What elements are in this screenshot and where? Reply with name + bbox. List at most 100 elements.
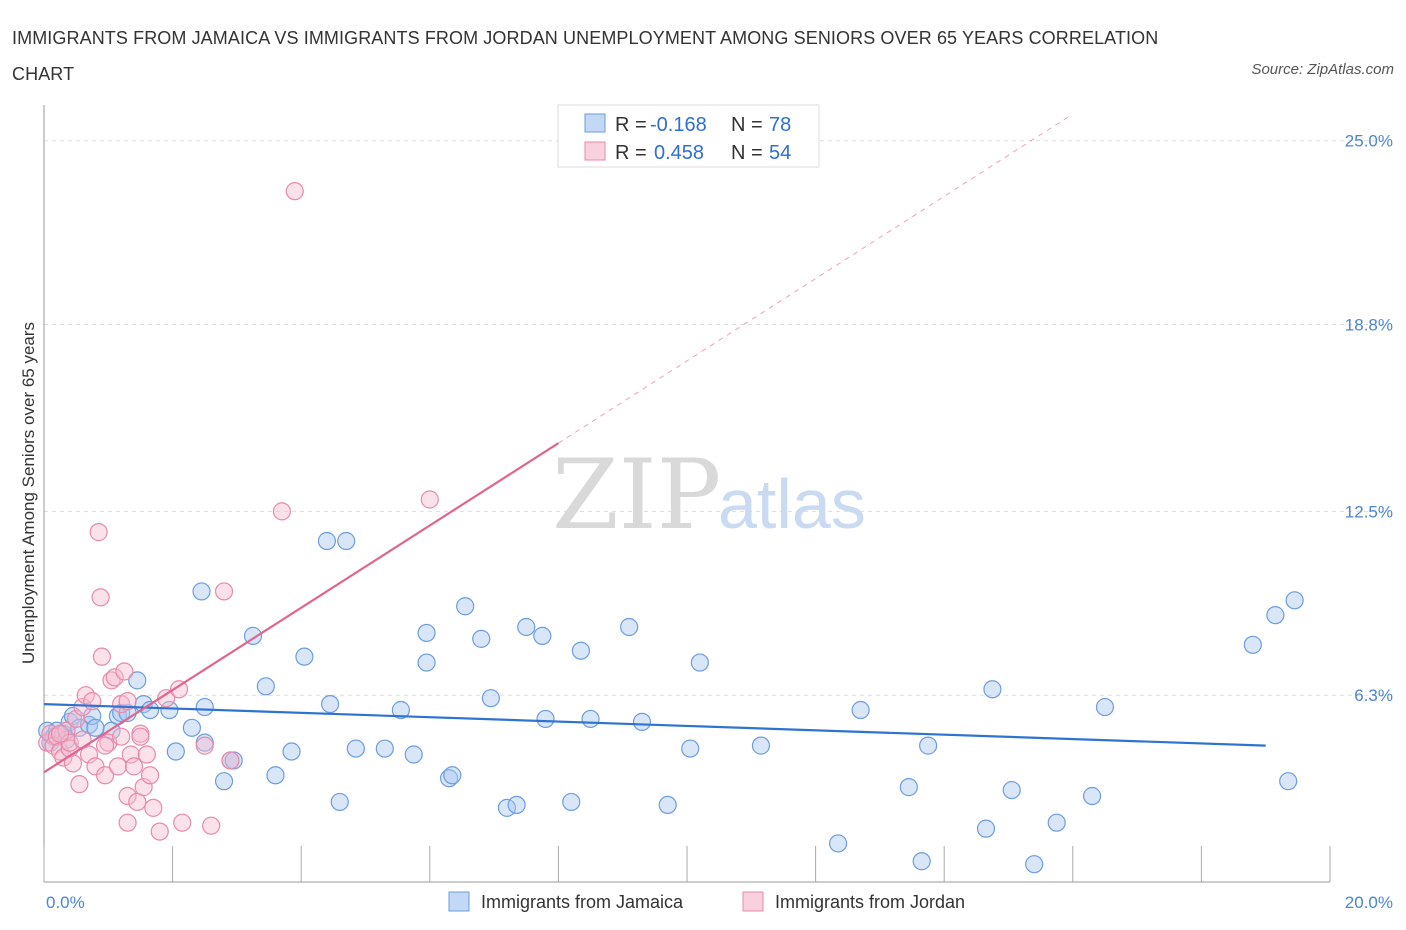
- point-jordan-33: [137, 745, 156, 764]
- point-jamaica-42: [472, 629, 491, 648]
- point-jamaica-22: [214, 772, 234, 791]
- point-jamaica-27: [282, 742, 301, 761]
- x-tick-labels: 0.0% 20.0%: [46, 893, 1393, 912]
- point-jordan-44: [272, 502, 292, 521]
- point-jordan-37: [157, 689, 176, 708]
- point-jordan-10: [70, 775, 89, 794]
- point-jordan-34: [140, 766, 160, 785]
- point-jordan-40: [195, 736, 214, 755]
- point-jamaica-63: [976, 819, 996, 838]
- point-jamaica-52: [620, 617, 639, 637]
- point-jamaica-60: [899, 778, 918, 797]
- point-jamaica-25: [256, 677, 275, 696]
- point-jordan-18: [92, 647, 111, 666]
- point-jordan-42: [214, 582, 234, 601]
- point-jordan-22: [105, 668, 124, 687]
- point-jamaica-67: [1047, 813, 1066, 832]
- point-jamaica-18: [192, 582, 211, 601]
- point-jordan-53: [50, 724, 70, 743]
- point-jordan-38: [169, 680, 189, 699]
- point-jamaica-30: [295, 647, 314, 666]
- y-tick-label-1: 12.5%: [1345, 502, 1393, 521]
- point-jamaica-43: [481, 689, 500, 708]
- point-jordan-50: [112, 727, 131, 746]
- bottom-legend-label-jordan: Immigrants from Jordan: [775, 892, 965, 912]
- point-jamaica-26: [266, 766, 285, 785]
- gridlines: [44, 140, 1390, 696]
- chart-title: IMMIGRANTS FROM JAMAICA VS IMMIGRANTS FR…: [12, 28, 1159, 84]
- legend-n-value-jordan: 54: [769, 142, 791, 164]
- point-jamaica-62: [919, 736, 938, 755]
- point-jamaica-57: [751, 736, 771, 755]
- legend-n-value-jamaica: 78: [769, 114, 791, 136]
- point-jamaica-38: [417, 623, 436, 643]
- point-jamaica-65: [1002, 780, 1021, 800]
- point-jordan-49: [73, 730, 92, 749]
- point-jamaica-40: [443, 766, 462, 785]
- legend-n-label-jordan: N =: [731, 142, 763, 164]
- point-jordan-28: [121, 745, 140, 764]
- point-jordan-52: [131, 727, 150, 746]
- point-jamaica-32: [330, 792, 349, 812]
- legend-swatch-jamaica: [584, 113, 606, 133]
- point-jamaica-41: [456, 597, 475, 616]
- x-tick-label-0: 0.0%: [46, 893, 85, 912]
- point-jordan-23: [108, 757, 128, 776]
- point-jamaica-45: [507, 795, 526, 815]
- point-jamaica-19: [182, 718, 201, 737]
- point-jamaica-74: [86, 718, 105, 737]
- point-jamaica-75: [160, 700, 179, 720]
- point-jordan-32: [134, 778, 153, 797]
- point-jamaica-35: [391, 700, 410, 720]
- point-jordan-45: [285, 182, 304, 201]
- bottom-legend-swatch-jamaica: [448, 891, 470, 912]
- point-jamaica-55: [681, 739, 700, 758]
- point-jamaica-53: [632, 712, 652, 731]
- source-label: Source: ZipAtlas.com: [1251, 61, 1394, 78]
- point-jordan-16: [89, 523, 108, 542]
- legend-r-value-jamaica: -0.168: [650, 114, 707, 136]
- watermark-zip: ZIP: [552, 439, 721, 551]
- point-jordan-36: [150, 822, 169, 841]
- point-jordan-41: [202, 816, 221, 835]
- point-jamaica-56: [690, 653, 709, 672]
- bottom-legend-label-jamaica: Immigrants from Jamaica: [481, 892, 684, 912]
- point-jamaica-15: [128, 671, 147, 690]
- point-jamaica-49: [562, 792, 581, 812]
- point-jordan-43: [221, 751, 240, 770]
- point-jordan-27: [118, 786, 137, 806]
- series-jordan-points: [38, 182, 439, 841]
- trendline-jamaica: [43, 702, 1266, 747]
- legend-n-label-jamaica: N =: [731, 114, 763, 136]
- point-jamaica-31: [321, 694, 340, 714]
- trendline-jordan-extension: [558, 116, 1069, 444]
- trendline-jordan: [43, 442, 559, 774]
- point-jordan-17: [91, 588, 110, 607]
- point-jamaica-46: [517, 617, 536, 637]
- point-jamaica-48: [536, 709, 555, 729]
- point-jordan-29: [124, 757, 144, 776]
- point-jamaica-71: [1266, 606, 1285, 625]
- series-jamaica-points: [38, 531, 1304, 874]
- point-jordan-47: [118, 813, 137, 832]
- y-tick-label-0: 6.3%: [1354, 686, 1393, 705]
- point-jamaica-68: [1082, 786, 1102, 806]
- legend-box: R = -0.168 N = 78 R = 0.458 N = 54: [557, 104, 820, 168]
- point-jamaica-33: [346, 739, 365, 758]
- point-jordan-51: [95, 736, 115, 755]
- point-jordan-26: [118, 692, 137, 711]
- point-jordan-14: [83, 692, 102, 711]
- point-jordan-46: [420, 490, 439, 509]
- point-jamaica-50: [571, 641, 591, 660]
- point-jamaica-28: [317, 531, 337, 551]
- x-tick-label-1: 20.0%: [1345, 893, 1393, 912]
- legend-r-label-jamaica: R =: [615, 114, 647, 136]
- y-tick-label-3: 25.0%: [1345, 132, 1393, 151]
- point-jamaica-72: [1285, 591, 1304, 610]
- point-jamaica-64: [983, 680, 1002, 699]
- point-jamaica-58: [829, 834, 848, 853]
- point-jordan-19: [95, 766, 115, 785]
- y-tick-label-2: 18.8%: [1345, 316, 1393, 335]
- point-jamaica-66: [1025, 855, 1044, 874]
- trend-extension: [558, 116, 1069, 444]
